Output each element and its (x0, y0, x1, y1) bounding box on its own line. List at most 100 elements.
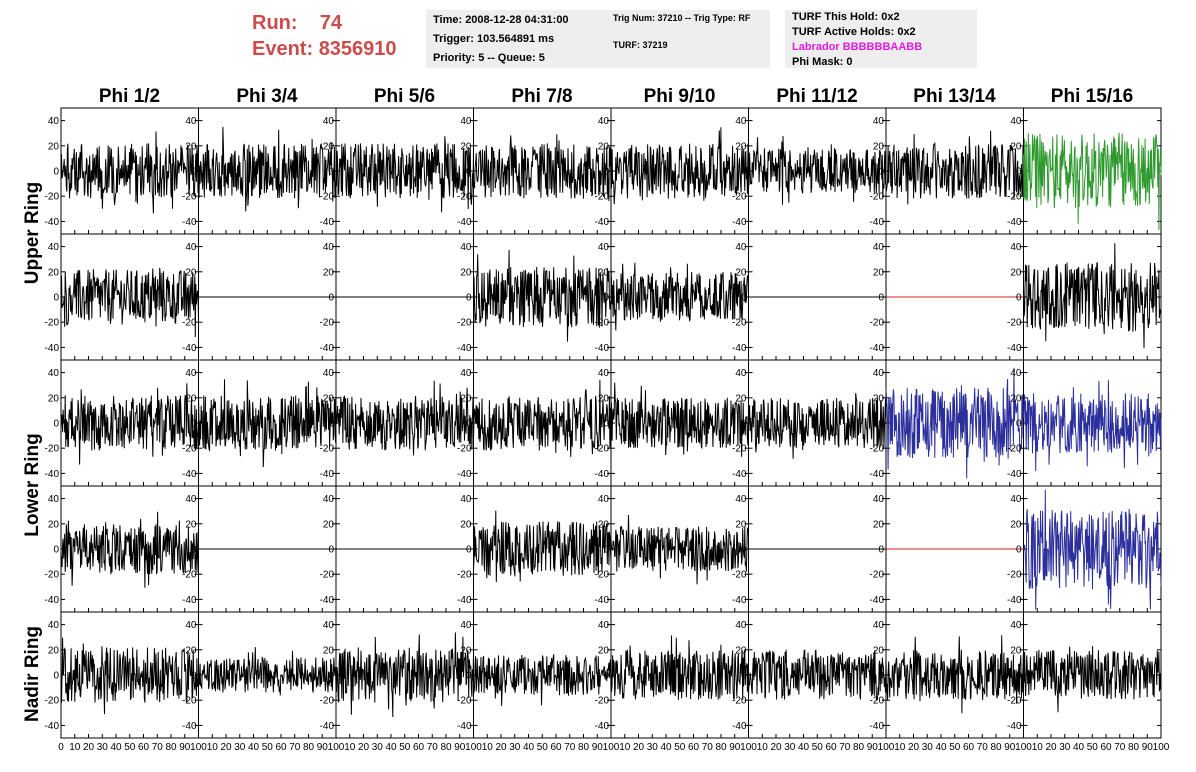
waveform-trace (473, 510, 612, 583)
x-tick-label: 40 (660, 742, 672, 753)
y-tick-label: 40 (460, 242, 472, 253)
y-tick-label: -40 (457, 595, 472, 606)
x-tick-label: 100 (740, 742, 757, 753)
x-tick-label: 80 (1128, 742, 1140, 753)
y-tick-label: -20 (320, 318, 335, 329)
event-value: 8356910 (318, 38, 397, 60)
y-tick-label: 20 (185, 519, 197, 530)
y-tick-label: -40 (732, 595, 747, 606)
x-tick-label: 20 (1045, 742, 1057, 753)
x-tick-label: 30 (647, 742, 659, 753)
x-tick-label: 60 (963, 742, 975, 753)
waveform-trace (335, 380, 474, 456)
waveform-panel: -40 -20 0 20 40 (870, 359, 1024, 487)
x-tick-label: 30 (372, 742, 384, 753)
y-tick-label: -20 (457, 318, 472, 329)
y-tick-label: -20 (457, 570, 472, 581)
waveform-trace (610, 635, 749, 700)
run-value: 74 (319, 12, 343, 34)
y-tick-label: 20 (735, 519, 747, 530)
y-tick-label: -20 (320, 444, 335, 455)
y-tick-label: -40 (1007, 721, 1022, 732)
waveform-panel: -40 -20 0 20 40 (1007, 611, 1162, 739)
y-tick-label: -20 (457, 444, 472, 455)
y-tick-label: 40 (598, 242, 610, 253)
trig-num-text: Trig Num: 37210 -- Trig Type: RF (613, 13, 751, 23)
x-tick-label: 70 (289, 742, 301, 753)
waveform-panel: -40 -20 0 20 40 (320, 233, 474, 361)
y-tick-label: 20 (598, 519, 610, 530)
y-tick-label: -40 (45, 721, 60, 732)
y-tick-label: -20 (595, 444, 610, 455)
x-tick-label: 20 (358, 742, 370, 753)
y-tick-label: 0 (191, 419, 197, 430)
x-tick-label: 100 (1015, 742, 1032, 753)
waveform-panel: -40 -20 0 20 40 (595, 485, 749, 613)
y-tick-label: 20 (598, 141, 610, 152)
y-tick-label: 0 (191, 671, 197, 682)
y-tick-label: -40 (457, 343, 472, 354)
y-tick-label: 20 (48, 141, 60, 152)
y-tick-label: 0 (603, 167, 609, 178)
y-tick-label: -40 (870, 343, 885, 354)
trigger-text: Trigger: 103.564891 ms (433, 33, 555, 45)
y-tick-label: -20 (45, 570, 60, 581)
waveform-trace (885, 130, 1024, 205)
y-tick-label: -40 (45, 469, 60, 480)
y-tick-label: -20 (870, 444, 885, 455)
x-tick-label: 90 (454, 742, 466, 753)
y-tick-label: 0 (466, 419, 472, 430)
y-tick-label: -40 (45, 595, 60, 606)
y-tick-label: 0 (53, 293, 59, 304)
waveform-trace (610, 127, 749, 205)
waveform-panel: -40 -20 0 20 40 (732, 359, 887, 487)
y-tick-label: 40 (1010, 242, 1022, 253)
waveform-panel: -40 -20 0 20 40 (870, 107, 1024, 235)
waveform-trace (473, 134, 612, 202)
y-tick-label: 40 (735, 494, 747, 505)
y-tick-label: -20 (45, 696, 60, 707)
waveform-panel: -40 -20 0 20 40 (870, 611, 1024, 739)
x-tick-label: 10 (207, 742, 219, 753)
waveform-trace (885, 367, 1024, 479)
x-tick-label: 10 (894, 742, 906, 753)
y-tick-label: -40 (457, 217, 472, 228)
y-tick-label: -20 (457, 192, 472, 203)
y-tick-label: 0 (878, 545, 884, 556)
x-tick-label: 40 (1073, 742, 1085, 753)
phi-mask-text: Phi Mask: 0 (792, 56, 853, 68)
y-tick-label: 0 (1016, 671, 1022, 682)
y-tick-label: 40 (185, 494, 197, 505)
waveform-panel: -40 -20 0 20 40 (1007, 485, 1162, 613)
x-tick-label: 20 (633, 742, 645, 753)
y-tick-label: 0 (603, 419, 609, 430)
waveform-panel: -40 -20 0 20 40 (182, 107, 337, 235)
x-tick-label: 30 (784, 742, 796, 753)
x-tick-label: 60 (825, 742, 837, 753)
y-tick-label: 20 (185, 141, 197, 152)
y-tick-label: 0 (328, 671, 334, 682)
column-header: Phi 13/14 (913, 86, 996, 107)
x-tick-label: 100 (465, 742, 482, 753)
y-tick-label: 40 (598, 620, 610, 631)
y-tick-label: 0 (878, 293, 884, 304)
waveform-panel: -40 -20 0 20 40 (595, 107, 749, 235)
y-tick-label: -20 (595, 696, 610, 707)
waveform-panel: -40 -20 0 20 40 (732, 485, 887, 613)
waveform-panel: -40 -20 0 20 40 (595, 359, 749, 487)
x-tick-label: 80 (440, 742, 452, 753)
x-tick-label: 0 (58, 742, 64, 753)
y-tick-label: 20 (873, 393, 885, 404)
y-tick-label: 40 (323, 116, 335, 127)
waveform-panel: -40 -20 0 20 40 (1007, 107, 1162, 235)
x-tick-label: 40 (523, 742, 535, 753)
y-tick-label: 40 (185, 368, 197, 379)
y-tick-label: 20 (460, 519, 472, 530)
y-tick-label: 20 (323, 519, 335, 530)
x-tick-label: 80 (578, 742, 590, 753)
y-tick-label: -20 (320, 570, 335, 581)
y-tick-label: 40 (598, 494, 610, 505)
waveform-panel: -40 -20 0 20 40 (182, 485, 337, 613)
waveform-panel: -40 -20 0 20 40 (182, 359, 337, 487)
